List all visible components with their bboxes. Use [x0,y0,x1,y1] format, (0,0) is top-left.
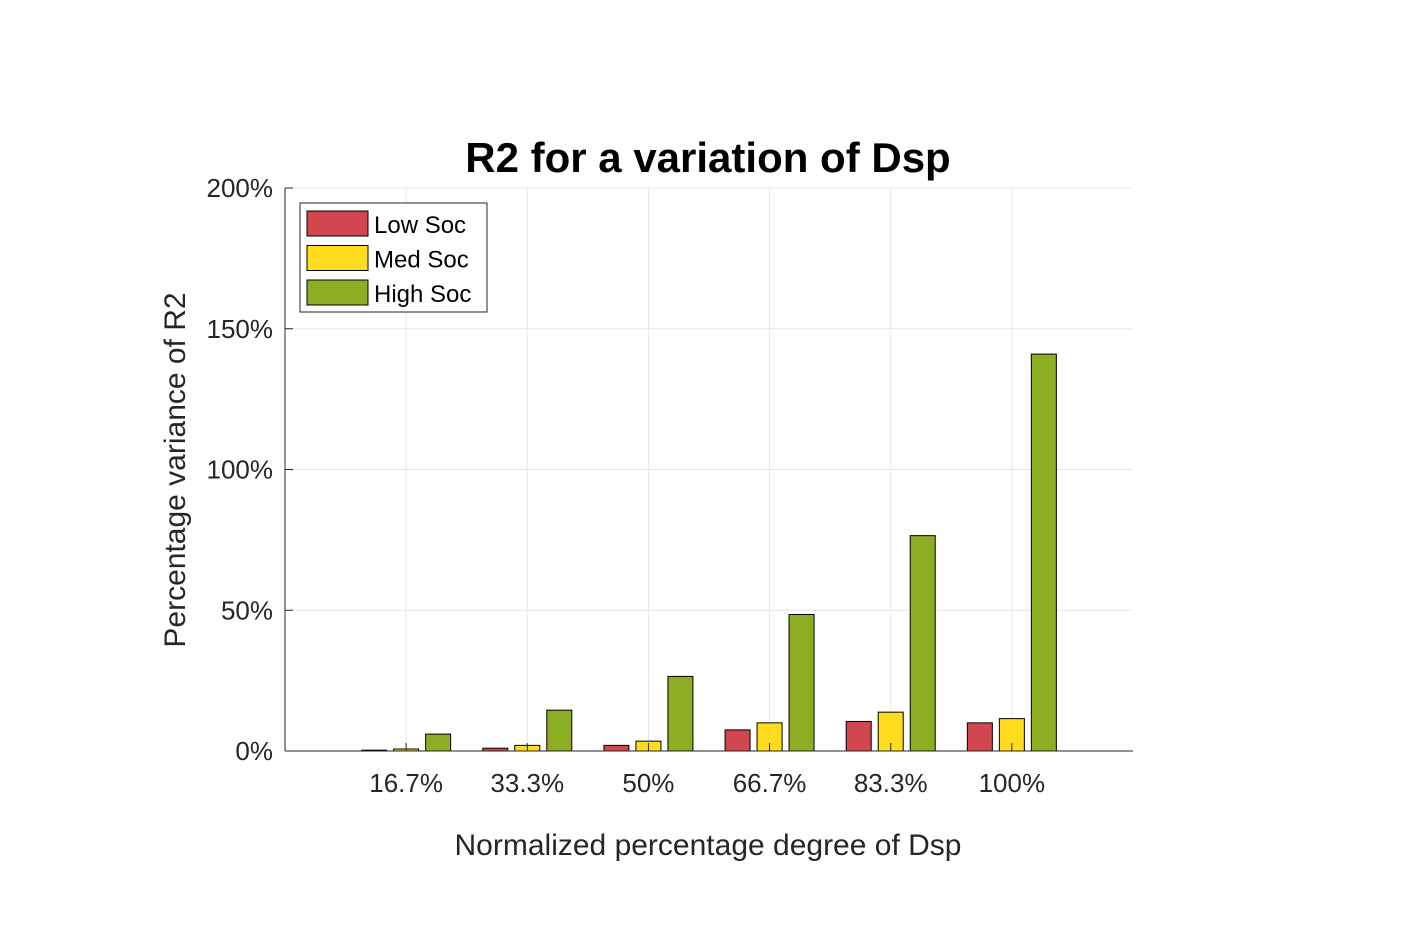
x-tick-label: 83.3% [854,768,928,798]
axes [284,187,1133,752]
bar-high-soc-5 [909,535,936,752]
y-tick-label: 100% [207,455,274,485]
legend-label-med-soc: Med Soc [374,247,469,274]
x-tick-labels: 16.7% 33.3% 50% 66.7% 83.3% 100% [369,768,1045,798]
bar-low-soc-4 [724,729,751,752]
bar-high-soc-4 [788,613,815,752]
y-tick-labels: 0% 50% 100% 150% 200% [207,173,274,766]
chart-title: R2 for a variation of Dsp [465,134,950,181]
x-tick-label: 50% [622,768,674,798]
bar-low-soc-6 [966,722,993,752]
legend-swatch-high-soc [306,279,369,306]
y-tick-label: 150% [207,314,274,344]
bar-high-soc-2 [546,709,573,752]
y-tick-label: 50% [221,595,273,625]
x-tick-label: 33.3% [490,768,564,798]
bar-low-soc-3 [603,744,630,752]
bar-high-soc-1 [425,733,452,752]
x-tick-label: 100% [979,768,1046,798]
y-tick-label: 200% [207,173,274,203]
legend-swatch-low-soc [306,210,369,237]
y-tick-label: 0% [235,736,273,766]
x-tick-label: 16.7% [369,768,443,798]
x-tick-label: 66.7% [733,768,807,798]
y-axis-label: Percentage variance of R2 [159,292,192,647]
bar-high-soc-3 [667,675,694,752]
bar-high-soc-6 [1030,353,1057,752]
legend: Low Soc Med Soc High Soc [299,202,488,313]
legend-label-low-soc: Low Soc [374,212,466,239]
legend-swatch-med-soc [306,245,369,271]
x-axis-label: Normalized percentage degree of Dsp [455,829,962,862]
bars [361,353,1057,752]
bar-low-soc-5 [845,720,872,752]
legend-label-high-soc: High Soc [374,281,471,308]
